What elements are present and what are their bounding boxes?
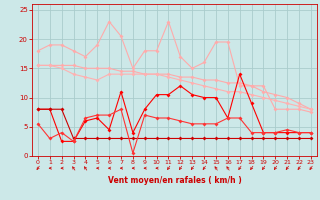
X-axis label: Vent moyen/en rafales ( km/h ): Vent moyen/en rafales ( km/h ) <box>108 176 241 185</box>
